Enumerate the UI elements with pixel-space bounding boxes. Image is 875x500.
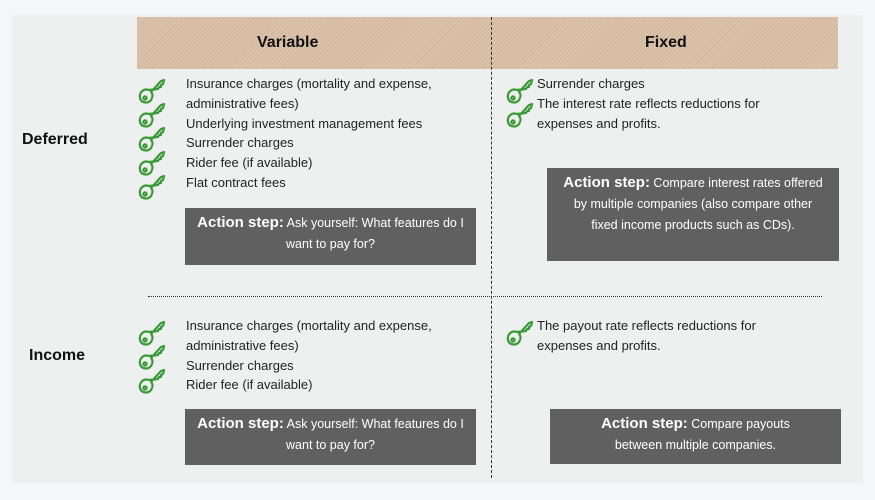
list-item: Surrender charges bbox=[186, 135, 294, 151]
action-label: Action step: bbox=[197, 415, 284, 432]
row-income: Income bbox=[29, 347, 86, 364]
list-item: Rider fee (if available) bbox=[186, 155, 313, 171]
list-item: Rider fee (if available) bbox=[186, 377, 313, 393]
key-icons bbox=[505, 318, 535, 346]
action-label: Action step: bbox=[197, 214, 284, 231]
row-deferred: Deferred bbox=[22, 131, 88, 148]
key-icon bbox=[138, 126, 166, 152]
action-step-box: Action step: Ask yourself: What features… bbox=[185, 409, 476, 465]
key-icon bbox=[138, 344, 166, 370]
column-variable: Variable bbox=[257, 34, 319, 51]
key-icon bbox=[138, 78, 166, 104]
list-item: Insurance charges (mortality and expense… bbox=[186, 318, 432, 353]
key-icon bbox=[506, 102, 534, 128]
action-step-box: Action step: Compare interest rates offe… bbox=[547, 168, 839, 261]
column-divider bbox=[491, 17, 492, 478]
key-icon bbox=[506, 78, 534, 104]
list-item: Insurance charges (mortality and expense… bbox=[186, 76, 432, 111]
action-text: Compare interest rates offered by multip… bbox=[573, 176, 823, 232]
action-label: Action step: bbox=[601, 415, 688, 432]
action-label: Action step: bbox=[563, 174, 650, 191]
list-item: Underlying investment management fees bbox=[186, 115, 423, 131]
list-item: Flat contract fees bbox=[186, 174, 286, 190]
key-icon bbox=[138, 102, 166, 128]
key-icons bbox=[505, 76, 535, 128]
list-item: The interest rate reflects reductions fo… bbox=[537, 95, 760, 131]
action-text: Compare payouts between multiple compani… bbox=[614, 417, 790, 452]
key-icon bbox=[138, 150, 166, 176]
list-item: Surrender charges bbox=[186, 357, 294, 373]
row-divider bbox=[148, 296, 822, 297]
income-variable-list: Insurance charges (mortality and expense… bbox=[186, 316, 476, 395]
list-item: Surrender charges bbox=[537, 76, 645, 91]
column-fixed: Fixed bbox=[645, 34, 687, 51]
action-step-box: Action step: Ask yourself: What features… bbox=[185, 208, 476, 265]
action-text: Ask yourself: What features do I want to… bbox=[286, 417, 464, 452]
key-icon bbox=[138, 368, 166, 394]
key-icon bbox=[506, 320, 534, 346]
deferred-variable-list: Insurance charges (mortality and expense… bbox=[186, 74, 476, 193]
key-icon bbox=[138, 320, 166, 346]
deferred-fixed-list: Surrender charges The interest rate refl… bbox=[537, 74, 797, 133]
action-step-box: Action step: Compare payouts between mul… bbox=[550, 409, 841, 464]
key-icon bbox=[138, 174, 166, 200]
income-fixed-list: The payout rate reflects reductions for … bbox=[537, 316, 797, 356]
key-icons bbox=[137, 76, 167, 200]
action-text: Ask yourself: What features do I want to… bbox=[286, 216, 464, 251]
list-item: The payout rate reflects reductions for … bbox=[537, 318, 756, 353]
column-header: Variable Fixed bbox=[137, 17, 838, 69]
key-icons bbox=[137, 318, 167, 394]
